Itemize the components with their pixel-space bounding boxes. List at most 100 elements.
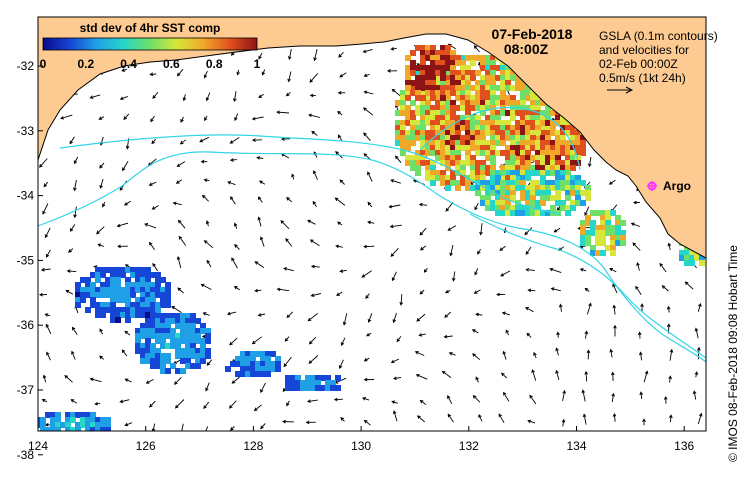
sst-pixel bbox=[535, 205, 541, 211]
sst-pixel bbox=[590, 210, 596, 216]
sst-pixel bbox=[580, 190, 586, 196]
sst-pixel bbox=[145, 302, 151, 308]
sst-pixel bbox=[415, 65, 421, 71]
sst-pixel bbox=[85, 412, 91, 418]
sst-pixel bbox=[585, 195, 591, 201]
sst-pixel bbox=[490, 185, 496, 191]
sst-pixel bbox=[335, 375, 341, 381]
sst-pixel bbox=[565, 165, 571, 171]
sst-pixel bbox=[90, 292, 96, 298]
velocity-arrow bbox=[391, 271, 397, 282]
velocity-arrow bbox=[287, 71, 292, 83]
velocity-arrow bbox=[363, 90, 374, 95]
velocity-arrow bbox=[280, 220, 290, 230]
sst-pixel bbox=[515, 75, 521, 81]
sst-pixel bbox=[510, 115, 516, 121]
sst-pixel bbox=[555, 185, 561, 191]
sst-pixel bbox=[435, 130, 441, 136]
velocity-arrow bbox=[233, 222, 238, 229]
sst-pixel bbox=[465, 155, 471, 161]
sst-pixel bbox=[435, 80, 441, 86]
velocity-arrow bbox=[527, 288, 536, 293]
velocity-arrow bbox=[203, 240, 214, 249]
sst-pixel bbox=[405, 120, 411, 126]
sst-pixel bbox=[425, 110, 431, 116]
sst-pixel bbox=[505, 175, 511, 181]
sst-pixel bbox=[699, 260, 705, 266]
velocity-arrow bbox=[313, 170, 318, 180]
sst-pixel bbox=[155, 353, 161, 359]
velocity-arrow bbox=[283, 356, 292, 368]
sst-pixel bbox=[475, 135, 481, 141]
sst-pixel bbox=[115, 317, 121, 323]
velocity-arrow bbox=[339, 269, 347, 273]
sst-pixel bbox=[525, 175, 531, 181]
sst-pixel bbox=[475, 170, 481, 176]
velocity-arrow bbox=[306, 399, 318, 403]
sst-pixel bbox=[510, 195, 516, 201]
sst-pixel bbox=[410, 70, 416, 76]
gsla-contour-line bbox=[419, 106, 581, 171]
sst-pixel bbox=[90, 437, 96, 443]
colorbar-tick-label: 1 bbox=[254, 57, 261, 71]
sst-pixel bbox=[310, 375, 316, 381]
sst-pixel bbox=[195, 353, 201, 359]
sst-pixel bbox=[130, 272, 136, 278]
sst-pixel bbox=[250, 356, 256, 362]
sst-pixel bbox=[500, 90, 506, 96]
velocity-arrow bbox=[362, 107, 374, 116]
sst-pixel bbox=[435, 135, 441, 141]
sst-pixel bbox=[160, 363, 166, 369]
sst-pixel bbox=[580, 225, 586, 231]
sst-pixel bbox=[610, 230, 616, 236]
sst-pixel bbox=[140, 353, 146, 359]
velocity-arrow bbox=[257, 313, 266, 317]
sst-pixel bbox=[540, 125, 546, 131]
sst-pixel bbox=[445, 115, 451, 121]
sst-pixel bbox=[505, 120, 511, 126]
sst-pixel bbox=[575, 150, 581, 156]
sst-pixel bbox=[95, 292, 101, 298]
velocity-arrow bbox=[363, 73, 370, 78]
sst-pixel bbox=[555, 175, 561, 181]
sst-pixel bbox=[530, 120, 536, 126]
sst-pixel bbox=[465, 90, 471, 96]
sst-pixel bbox=[565, 185, 571, 191]
sst-pixel bbox=[440, 180, 446, 186]
sst-pixel bbox=[435, 55, 441, 61]
velocity-arrow bbox=[612, 412, 617, 422]
sst-pixel bbox=[175, 323, 181, 329]
sst-pixel bbox=[689, 255, 695, 261]
latitude-axis: -32-33-34-35-36-37-38 bbox=[17, 59, 43, 462]
velocity-arrow bbox=[152, 91, 159, 99]
sst-pixel bbox=[525, 210, 531, 216]
sst-pixel bbox=[405, 140, 411, 146]
sst-pixel bbox=[150, 323, 156, 329]
velocity-arrow bbox=[338, 359, 344, 370]
sst-pixel bbox=[465, 95, 471, 101]
sst-pixel bbox=[480, 195, 486, 201]
sst-pixel bbox=[120, 287, 126, 293]
sst-pixel bbox=[585, 240, 591, 246]
velocity-arrow bbox=[178, 235, 187, 246]
velocity-arrow bbox=[419, 245, 427, 251]
sst-pixel bbox=[490, 165, 496, 171]
sst-pixel bbox=[435, 115, 441, 121]
sst-pixel bbox=[165, 323, 171, 329]
sst-pixel bbox=[555, 130, 561, 136]
sst-pixel bbox=[490, 150, 496, 156]
sst-pixel bbox=[485, 80, 491, 86]
sst-pixel bbox=[415, 85, 421, 91]
sst-pixel bbox=[435, 120, 441, 126]
sst-pixel bbox=[430, 65, 436, 71]
sst-pixel bbox=[135, 348, 141, 354]
sst-pixel bbox=[575, 155, 581, 161]
legend-line-3: 02-Feb 00:00Z bbox=[599, 57, 678, 71]
sst-pixel bbox=[595, 240, 601, 246]
sst-pixel bbox=[445, 85, 451, 91]
sst-pixel bbox=[540, 165, 546, 171]
sst-pixel bbox=[490, 90, 496, 96]
sst-pixel bbox=[160, 302, 166, 308]
longitude-tick-label: 128 bbox=[243, 439, 263, 453]
sst-pixel bbox=[505, 190, 511, 196]
